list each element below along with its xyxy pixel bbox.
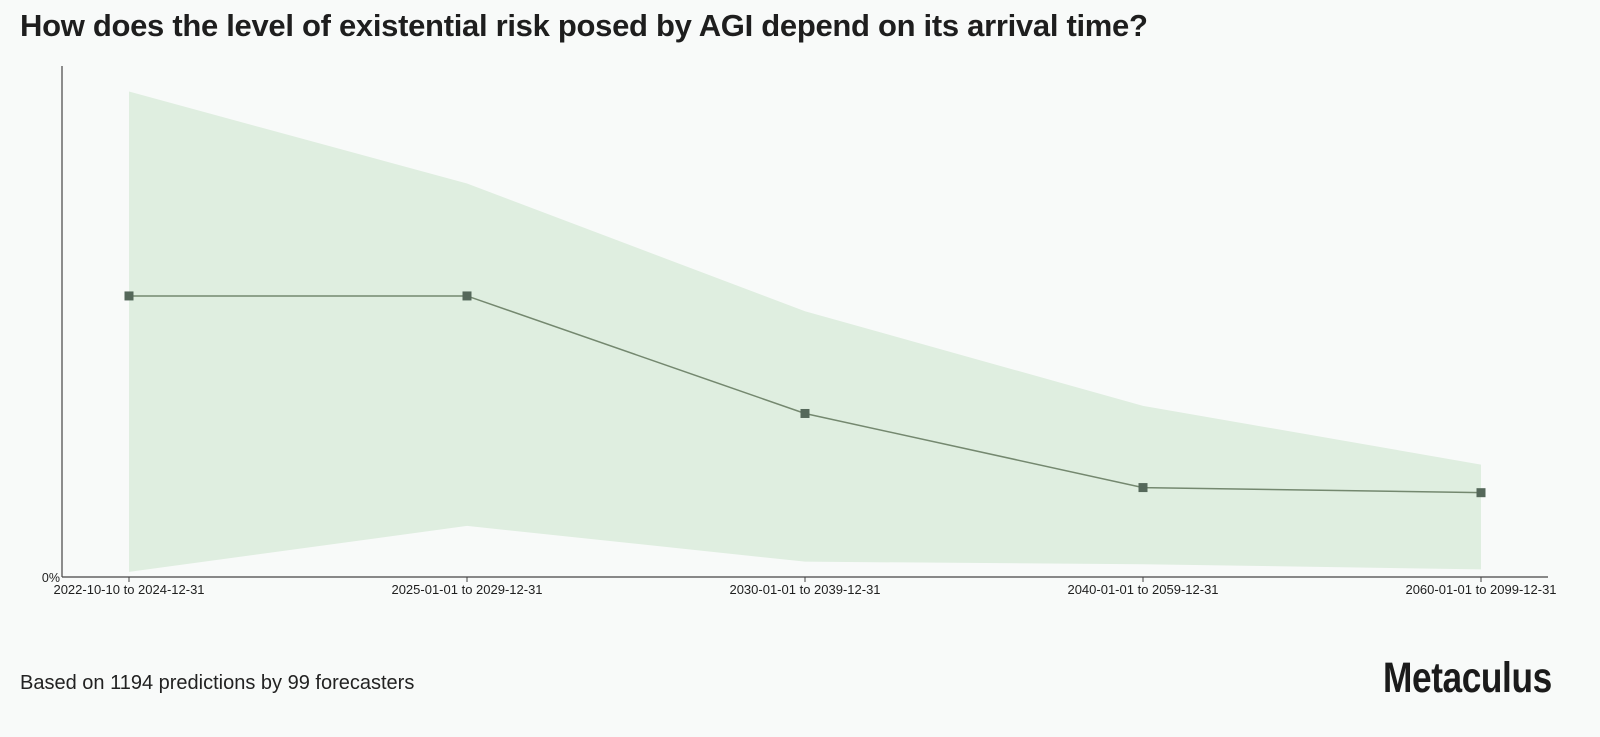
x-tick-label: 2025-01-01 to 2029-12-31 — [391, 582, 542, 597]
x-tick-layer: 2022-10-10 to 2024-12-31 2025-01-01 to 20… — [53, 577, 1557, 597]
median-point — [124, 291, 134, 301]
median-point — [462, 291, 472, 301]
confidence-band — [129, 91, 1481, 572]
chart-title: How does the level of existential risk p… — [20, 8, 1148, 43]
series-layer — [124, 291, 1486, 498]
median-point — [800, 408, 810, 418]
x-tick-label: 2030-01-01 to 2039-12-31 — [729, 582, 880, 597]
x-tick-label: 2060-01-01 to 2099-12-31 — [1405, 582, 1556, 597]
y-tick-label-zero: 0% — [42, 571, 60, 585]
median-point — [1138, 483, 1148, 493]
uncertainty-band-layer — [129, 91, 1481, 572]
x-tick-label: 2022-10-10 to 2024-12-31 — [53, 582, 204, 597]
predictions-summary: Based on 1194 predictions by 99 forecast… — [20, 672, 415, 694]
median-point — [1476, 488, 1486, 498]
metaculus-logo: Metaculus — [1383, 654, 1552, 702]
x-tick-label: 2040-01-01 to 2059-12-31 — [1067, 582, 1218, 597]
